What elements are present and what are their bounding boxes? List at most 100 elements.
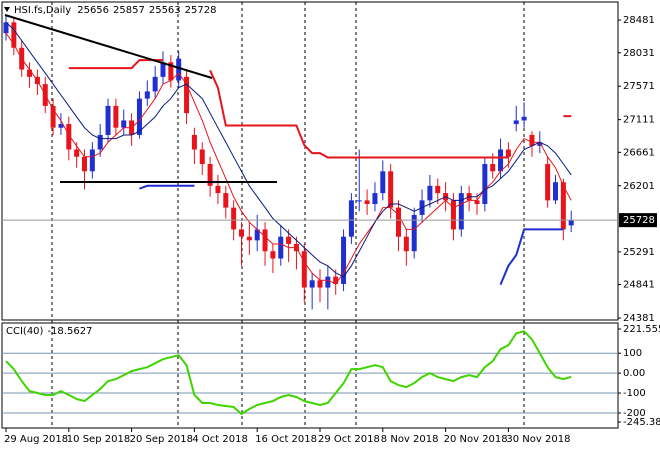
candle-body	[136, 98, 142, 135]
candle-body	[50, 105, 56, 128]
candle-body	[278, 236, 284, 259]
candle-body	[191, 134, 197, 150]
candle-body	[286, 236, 292, 244]
indicator-line	[5, 330, 572, 416]
candle-body	[482, 164, 488, 204]
candle-body	[168, 62, 174, 81]
x-tick-label: 4 Oct 2018	[192, 434, 247, 445]
candle-body	[82, 156, 87, 172]
chart-title: HSI.fs,Daily	[14, 5, 71, 16]
candle-body	[553, 182, 558, 201]
candle-body	[364, 200, 370, 204]
x-tick-label: 30 Nov 2018	[506, 434, 570, 445]
y-tick-label: 25291	[623, 247, 655, 258]
candle-body	[262, 229, 268, 252]
main-panel-frame	[1, 1, 619, 321]
indicator-line	[139, 184, 564, 285]
y-tick-label: 27111	[623, 115, 655, 126]
candle-body	[223, 193, 229, 208]
x-tick-label: 20 Sep 2018	[130, 434, 193, 445]
close-value: 25728	[185, 5, 217, 16]
current-price-label: 25728	[623, 215, 655, 226]
cci-header: CCI(40) -18.5627	[6, 326, 92, 337]
candle-body	[113, 105, 119, 128]
indicator-line	[5, 32, 572, 285]
y-tick-label: -200	[623, 408, 646, 419]
candle-body	[403, 236, 409, 252]
candle-body	[537, 142, 543, 146]
candle-body	[105, 105, 111, 135]
candle-body	[458, 193, 464, 230]
y-tick-label: 28031	[623, 48, 655, 59]
candle-body	[427, 185, 433, 201]
candle-body	[568, 220, 574, 226]
candle-body	[513, 120, 519, 125]
cci-panel-frame	[1, 322, 619, 429]
indicator-line	[5, 21, 572, 278]
y-tick-label: 27571	[623, 81, 655, 92]
candle-body	[144, 91, 150, 99]
indicator-line	[68, 59, 572, 159]
candle-body	[215, 185, 221, 194]
y-tick-label: -100	[623, 388, 646, 399]
cci-last-value: -18.5627	[47, 326, 92, 337]
candle-body	[207, 164, 213, 186]
candle-body	[27, 69, 33, 77]
candle-body	[356, 200, 362, 202]
y-tick-label: 221.5552	[623, 324, 660, 335]
y-tick-label: 28481	[623, 15, 655, 26]
candle-body	[380, 171, 386, 194]
x-tick-label: 20 Nov 2018	[444, 434, 508, 445]
candle-body	[231, 207, 237, 230]
candle-body	[450, 200, 456, 230]
candle-body	[254, 229, 260, 241]
chart-header: HSI.fs,Daily 25656 25857 25563 25728	[14, 5, 216, 16]
x-tick-label: 10 Sep 2018	[67, 434, 130, 445]
candle-body	[388, 171, 394, 208]
candle-body	[529, 134, 535, 146]
candle-body	[435, 185, 441, 194]
low-value: 25563	[149, 5, 181, 16]
candle-body	[301, 251, 307, 288]
candle-body	[160, 62, 166, 77]
candle-body	[246, 236, 252, 241]
x-tick-label: 8 Nov 2018	[381, 434, 439, 445]
y-tick-label: 100	[623, 348, 642, 359]
candle-body	[309, 280, 315, 288]
candle-body	[121, 120, 127, 128]
y-tick-label: 24381	[623, 313, 655, 324]
candle-body	[498, 149, 504, 172]
y-tick-label: 26661	[623, 147, 655, 158]
cci-title: CCI(40)	[6, 326, 44, 337]
candle-body	[545, 164, 551, 201]
y-tick-label: -245.384	[623, 417, 660, 428]
header-icon	[4, 7, 10, 12]
candle-body	[411, 214, 417, 252]
candle-body	[270, 251, 276, 259]
candle-body	[97, 134, 103, 150]
candle-body	[66, 124, 72, 150]
y-tick-label: 26201	[623, 181, 655, 192]
candle-body	[325, 276, 331, 288]
x-tick-label: 16 Oct 2018	[255, 434, 317, 445]
candle-body	[11, 22, 17, 48]
y-tick-label: 0.00	[623, 368, 645, 379]
candle-body	[199, 149, 205, 165]
candle-body	[560, 182, 566, 230]
candle-body	[152, 76, 158, 92]
candle-body	[348, 200, 354, 237]
candle-body	[372, 193, 378, 204]
candle-body	[3, 22, 9, 34]
candle-body	[239, 229, 244, 237]
candle-body	[521, 116, 527, 121]
trendline	[4, 14, 213, 79]
candle-body	[317, 280, 323, 288]
candle-body	[89, 149, 95, 172]
high-value: 25857	[113, 5, 145, 16]
x-tick-label: 29 Aug 2018	[4, 434, 68, 445]
candle-body	[505, 149, 511, 157]
candle-body	[184, 76, 190, 114]
candle-body	[341, 236, 347, 284]
current-price-box	[619, 213, 657, 228]
